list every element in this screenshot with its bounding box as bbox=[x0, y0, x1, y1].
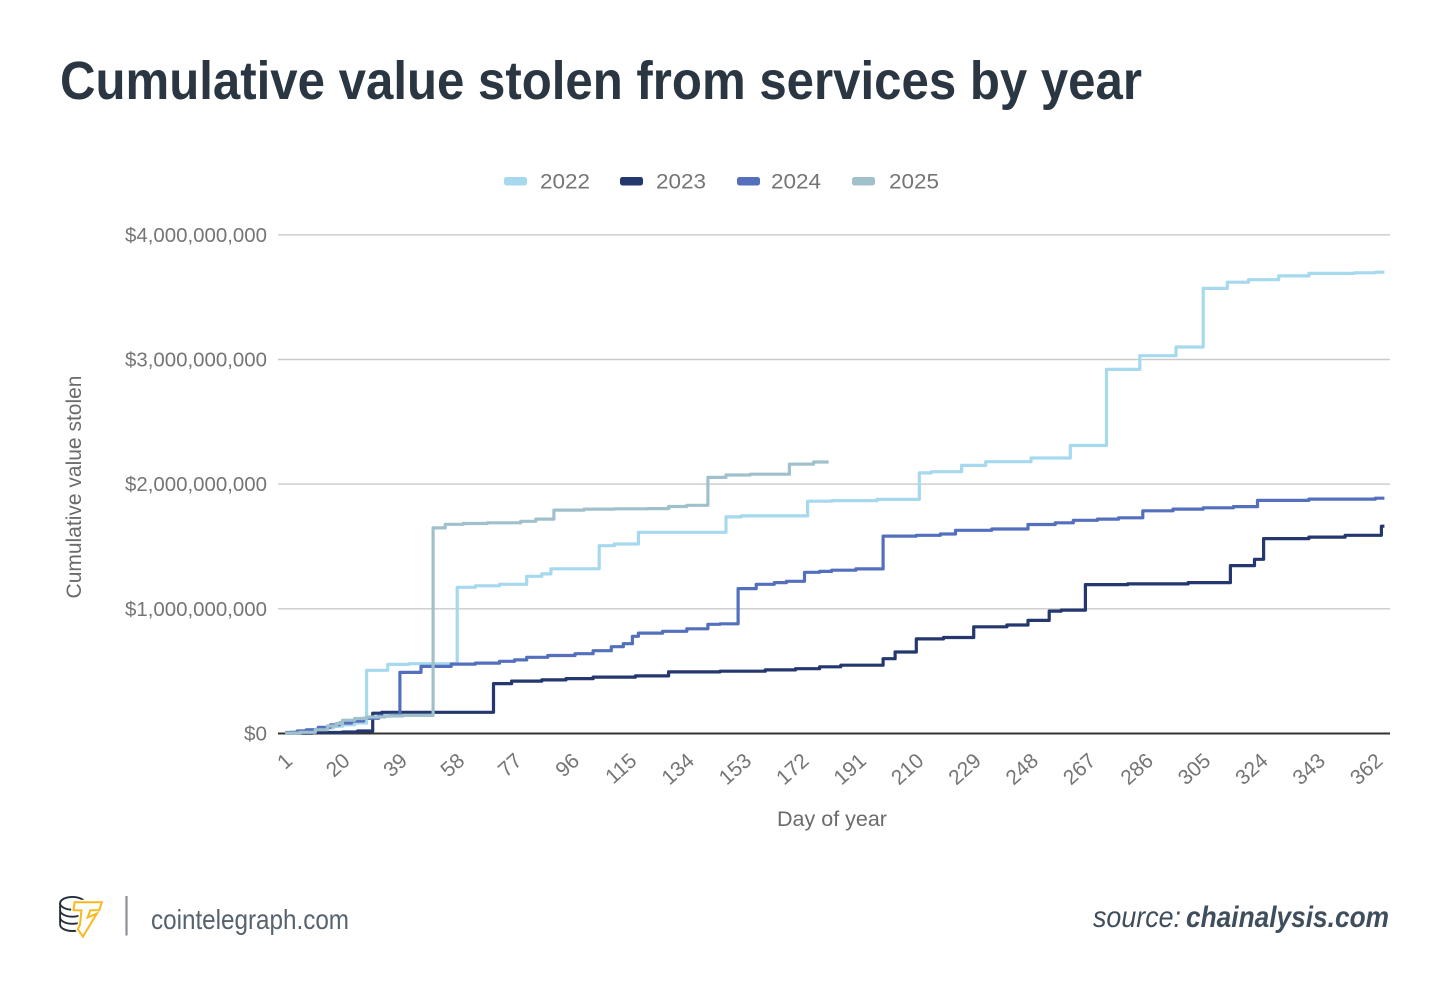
svg-text:2023: 2023 bbox=[656, 171, 706, 194]
svg-text:$2,000,000,000: $2,000,000,000 bbox=[125, 474, 267, 496]
svg-text:Cumulative value stolen from s: Cumulative value stolen from services by… bbox=[60, 51, 1142, 111]
svg-text:2022: 2022 bbox=[540, 171, 590, 194]
svg-text:chainalysis.com: chainalysis.com bbox=[1186, 901, 1389, 934]
svg-text:cointelegraph.com: cointelegraph.com bbox=[151, 904, 349, 935]
svg-text:Day of year: Day of year bbox=[777, 807, 887, 831]
svg-text:source:: source: bbox=[1093, 901, 1181, 934]
svg-text:2024: 2024 bbox=[771, 171, 821, 194]
svg-text:$4,000,000,000: $4,000,000,000 bbox=[125, 225, 267, 247]
svg-text:$0: $0 bbox=[244, 724, 267, 746]
svg-text:$3,000,000,000: $3,000,000,000 bbox=[125, 350, 267, 372]
svg-text:Cumulative value stolen: Cumulative value stolen bbox=[63, 376, 86, 599]
svg-text:$1,000,000,000: $1,000,000,000 bbox=[125, 599, 267, 621]
svg-text:2025: 2025 bbox=[889, 171, 939, 194]
